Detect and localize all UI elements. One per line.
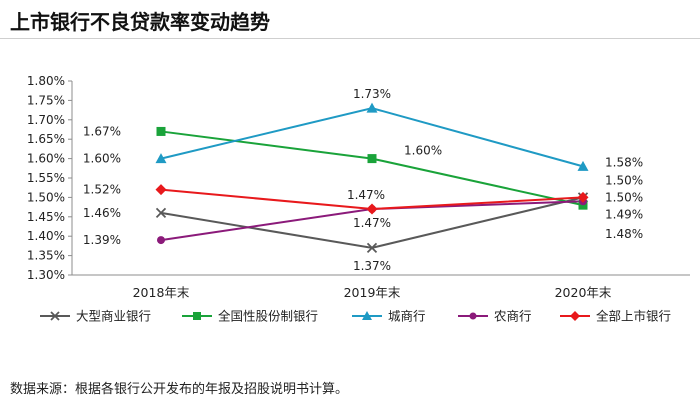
- legend-item: 城商行: [352, 309, 426, 324]
- data-point: [156, 126, 166, 136]
- y-tick-label: 1.35%: [27, 249, 65, 263]
- legend-marker: [570, 311, 580, 321]
- data-label: 1.39%: [83, 233, 121, 247]
- data-label: 1.73%: [353, 87, 391, 101]
- data-point: [577, 191, 589, 203]
- data-point: [366, 102, 378, 113]
- chart-title: 上市银行不良贷款率变动趋势: [10, 10, 270, 34]
- data-label: 1.50%: [605, 190, 643, 204]
- data-point: [155, 184, 167, 196]
- legend-item: 全国性股份制银行: [182, 309, 318, 324]
- legend-marker: [469, 312, 477, 320]
- y-tick-label: 1.70%: [27, 113, 65, 127]
- y-tick-label: 1.45%: [27, 210, 65, 224]
- data-point: [367, 154, 377, 164]
- line-chart: 1.30% 1.35% 1.40% 1.45% 1.50% 1.55% 1.60% 1.65%…: [27, 74, 690, 324]
- data-label: 1.60%: [404, 144, 442, 158]
- y-tick-label: 1.30%: [27, 268, 65, 282]
- y-tick-label: 1.50%: [27, 190, 65, 204]
- legend-marker: [50, 311, 60, 321]
- data-source-note: 数据来源：根据各银行公开发布的年报及招股说明书计算。: [10, 382, 349, 397]
- legend-label: 大型商业银行: [76, 309, 151, 324]
- legend-item: 大型商业银行: [40, 309, 151, 324]
- y-axis: 1.30% 1.35% 1.40% 1.45% 1.50% 1.55% 1.60% 1.65%…: [27, 74, 73, 282]
- title-divider: [0, 38, 700, 39]
- y-tick-label: 1.80%: [27, 74, 65, 88]
- data-point: [157, 236, 165, 245]
- y-tick-label: 1.40%: [27, 229, 65, 243]
- y-tick-label: 1.65%: [27, 132, 65, 146]
- data-label: 1.60%: [83, 152, 121, 166]
- x-tick-label: 2020年末: [555, 285, 612, 300]
- legend-item: 全部上市银行: [560, 309, 671, 324]
- legend-marker: [193, 312, 201, 320]
- series-markers: [155, 102, 589, 253]
- y-tick-label: 1.75%: [27, 93, 65, 107]
- data-label: 1.47%: [353, 216, 391, 230]
- x-axis: 2018年末 2019年末 2020年末: [72, 274, 690, 300]
- data-label: 1.47%: [347, 188, 385, 202]
- data-labels: 1.46% 1.37% 1.50% 1.67% 1.60% 1.48% 1.60% 1.73%…: [83, 87, 643, 273]
- data-point: [155, 153, 167, 164]
- data-label: 1.46%: [83, 206, 121, 220]
- data-label: 1.58%: [605, 155, 643, 169]
- data-label: 1.67%: [83, 124, 121, 138]
- data-label: 1.37%: [353, 259, 391, 273]
- data-point: [155, 207, 167, 219]
- y-tick-label: 1.55%: [27, 171, 65, 185]
- data-label: 1.50%: [605, 173, 643, 187]
- legend-label: 农商行: [494, 309, 532, 324]
- x-tick-label: 2019年末: [344, 285, 401, 300]
- legend-label: 全国性股份制银行: [218, 309, 318, 324]
- x-tick-label: 2018年末: [133, 285, 190, 300]
- y-tick-label: 1.60%: [27, 152, 65, 166]
- legend: 大型商业银行 全国性股份制银行 城商行 农商行 全部上市银行: [40, 309, 671, 324]
- data-label: 1.52%: [83, 183, 121, 197]
- data-label: 1.49%: [605, 207, 643, 221]
- data-point: [366, 203, 378, 215]
- legend-item: 农商行: [458, 309, 532, 324]
- data-point: [366, 242, 378, 253]
- legend-label: 全部上市银行: [596, 309, 671, 324]
- data-point: [577, 160, 589, 171]
- data-label: 1.48%: [605, 227, 643, 241]
- legend-label: 城商行: [388, 309, 426, 324]
- legend-marker: [362, 311, 372, 320]
